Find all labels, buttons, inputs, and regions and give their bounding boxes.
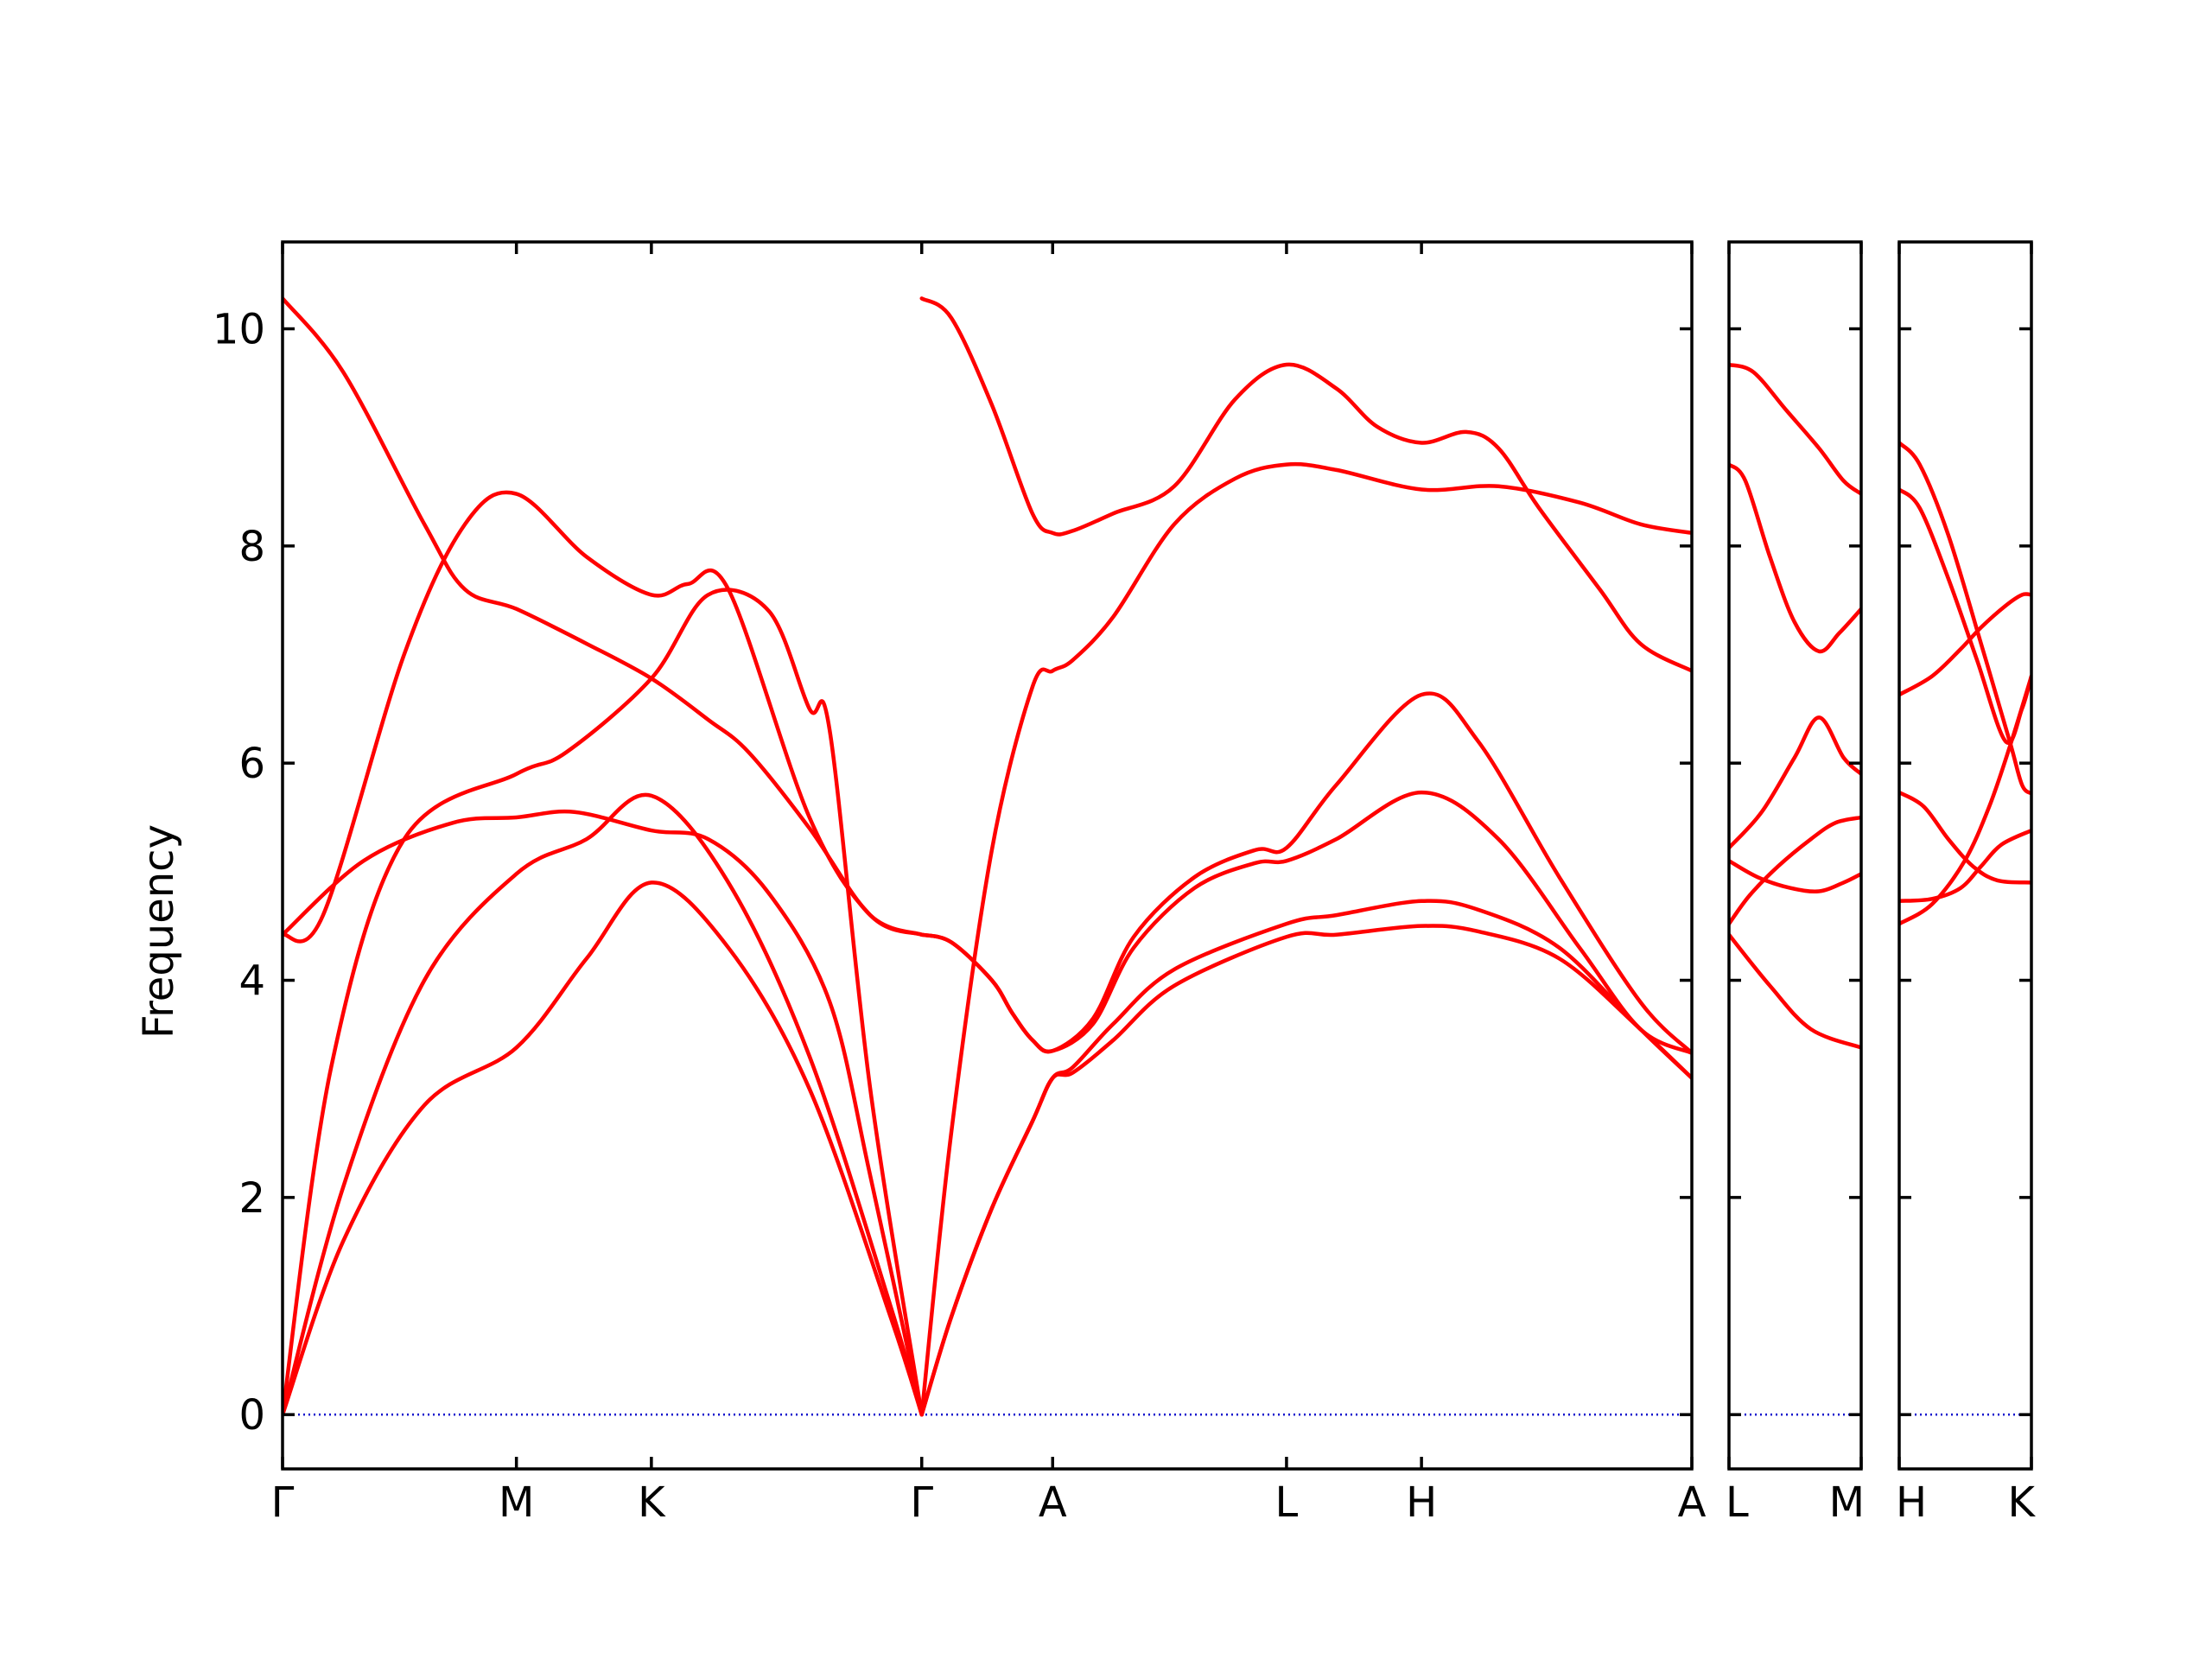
k-point-label: L [1726, 1478, 1749, 1527]
band-line-6 [1899, 441, 2031, 796]
k-point-label: A [1678, 1478, 1707, 1527]
k-point-label: Γ [271, 1478, 295, 1527]
band-line-5 [283, 490, 924, 944]
y-tick-label: 4 [238, 957, 265, 1006]
y-tick-label: 0 [238, 1391, 265, 1440]
band-line-6 [1729, 362, 1861, 496]
k-point-label: Γ [910, 1478, 933, 1527]
band-line-1 [283, 880, 924, 1417]
band-line-2 [1729, 815, 1861, 926]
y-tick-label: 10 [213, 306, 265, 354]
band-line-5 [1899, 487, 2031, 745]
k-point-label: L [1275, 1478, 1299, 1527]
k-point-label: K [638, 1478, 666, 1527]
y-tick-label: 8 [238, 523, 265, 571]
band-line-3 [1729, 859, 1861, 893]
band-line-11 [919, 691, 1692, 1055]
band-line-10 [919, 790, 1692, 1055]
band-line-4 [1729, 715, 1861, 850]
band-line-7 [919, 924, 1692, 1417]
panel-frame [1897, 240, 2033, 1471]
k-point-label: M [499, 1478, 534, 1527]
band-line-3 [1899, 790, 2031, 885]
panel-frame [1727, 240, 1863, 1471]
band-line-9 [919, 461, 1692, 1417]
band-line-5 [1729, 462, 1861, 654]
panel-0: 0 2 4 6 8 10 Γ M K Γ A L H A [213, 240, 1707, 1527]
panel-frame [281, 240, 1694, 1471]
k-point-label: A [1039, 1478, 1067, 1527]
band-line-12 [919, 296, 1692, 673]
band-line-3 [283, 588, 924, 1417]
band-group [1729, 362, 1861, 1050]
k-point-label: H [1896, 1478, 1927, 1527]
k-point-label: M [1829, 1478, 1865, 1527]
band-line-2 [283, 792, 924, 1417]
y-tick-label: 6 [238, 740, 265, 788]
band-line-8 [919, 899, 1692, 1417]
k-point-label: H [1406, 1478, 1437, 1527]
band-line-4 [283, 809, 924, 1417]
band-line-2 [1899, 828, 2031, 904]
y-axis-label: Frequency [135, 824, 183, 1039]
y-tick-label: 2 [238, 1174, 265, 1223]
band-line-6 [283, 296, 924, 937]
band-group [283, 296, 1692, 1417]
band-line-1 [1729, 932, 1861, 1050]
k-point-label: K [2008, 1478, 2037, 1527]
band-group [1899, 441, 2031, 926]
band-line-4 [1899, 592, 2031, 697]
